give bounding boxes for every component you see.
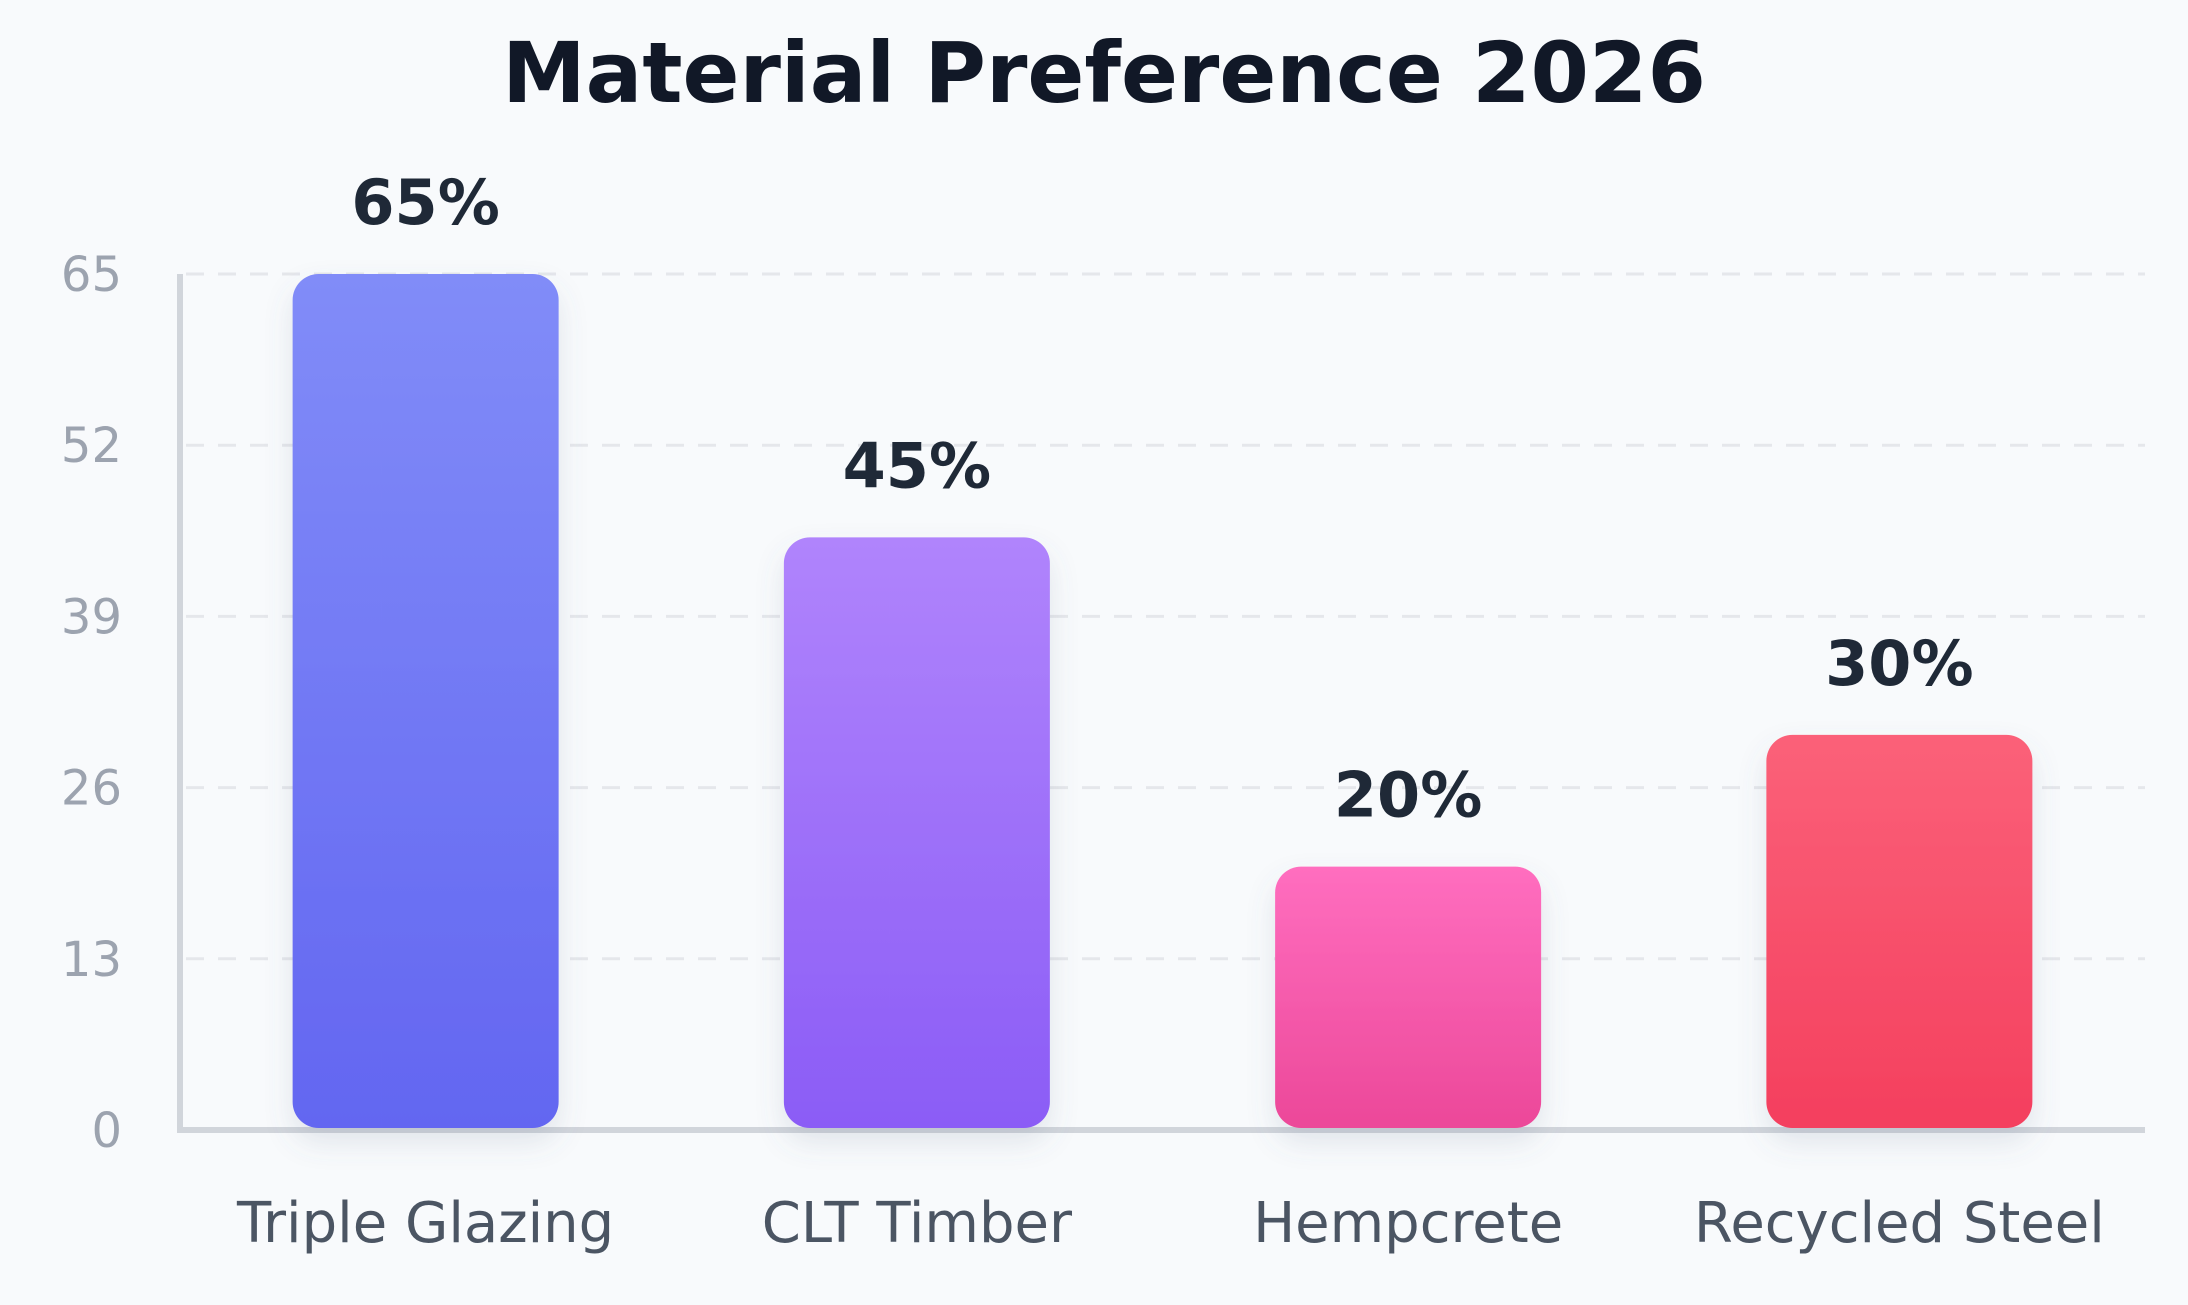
x-tick-label: Recycled Steel xyxy=(1694,1191,2105,1256)
bar-triple-glazing xyxy=(292,274,559,1128)
data-label: 30% xyxy=(1825,627,1973,700)
data-label: 20% xyxy=(1334,759,1482,832)
bar-recycled-steel xyxy=(1766,734,2033,1128)
x-tick-label: Triple Glazing xyxy=(236,1191,614,1256)
y-tick-label: 0 xyxy=(91,1103,122,1159)
data-label: 45% xyxy=(843,429,991,502)
data-labels: 65% Triple Glazing 45% CLT Timber 20% Hempcre… xyxy=(236,166,2105,1256)
bar-clt-timber xyxy=(783,537,1050,1128)
bars xyxy=(292,274,2033,1128)
x-tick-label: CLT Timber xyxy=(762,1191,1073,1256)
data-label: 65% xyxy=(351,166,499,239)
chart-title: Material Preference 2026 xyxy=(502,24,1706,122)
y-tick-label: 52 xyxy=(61,418,122,474)
bar-hempcrete xyxy=(1275,866,1542,1128)
x-tick-label: Hempcrete xyxy=(1253,1191,1563,1256)
y-tick-label: 65 xyxy=(61,247,122,303)
y-tick-label: 13 xyxy=(61,932,122,988)
axes: 0 13 26 39 52 65 xyxy=(61,247,2145,1159)
y-tick-label: 26 xyxy=(61,761,122,817)
y-tick-label: 39 xyxy=(61,589,122,645)
